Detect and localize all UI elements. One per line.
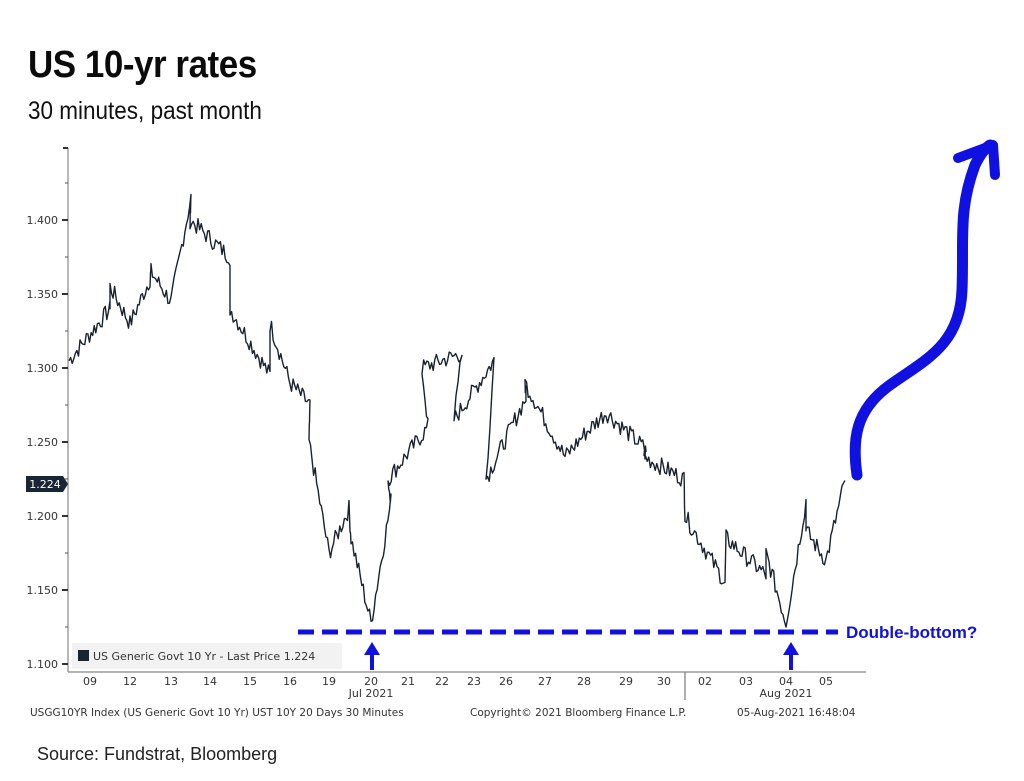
svg-text:1.400: 1.400 (27, 214, 59, 227)
svg-text:29: 29 (619, 675, 633, 688)
freehand-up-arrow-icon (849, 139, 1000, 481)
svg-text:1.224: 1.224 (29, 478, 61, 491)
copyright: Copyright© 2021 Bloomberg Finance L.P. (470, 707, 686, 719)
svg-text:1.100: 1.100 (27, 658, 59, 671)
svg-text:1.150: 1.150 (27, 584, 59, 597)
double-bottom-label: Double-bottom? (846, 623, 977, 642)
svg-text:28: 28 (577, 675, 591, 688)
svg-text:02: 02 (698, 675, 712, 688)
timestamp: 05-Aug-2021 16:48:04 (737, 707, 856, 719)
source-note: Source: Fundstrat, Bloomberg (37, 744, 278, 764)
legend-label: US Generic Govt 10 Yr - Last Price 1.224 (93, 650, 315, 663)
svg-text:30: 30 (657, 675, 671, 688)
svg-text:05: 05 (819, 675, 833, 688)
svg-text:21: 21 (401, 675, 415, 688)
last-price-tag: 1.224 (26, 476, 68, 492)
svg-text:26: 26 (499, 675, 513, 688)
svg-text:14: 14 (203, 675, 217, 688)
svg-text:1.300: 1.300 (27, 362, 59, 375)
month-label-jul: Jul 2021 (348, 687, 394, 700)
svg-text:09: 09 (83, 675, 97, 688)
svg-text:04: 04 (779, 675, 793, 688)
index-description: USGG10YR Index (US Generic Govt 10 Yr) U… (30, 707, 404, 719)
svg-text:22: 22 (435, 675, 449, 688)
month-label-aug: Aug 2021 (760, 687, 813, 700)
arrow-up-icon (783, 642, 799, 670)
chart-subtitle: 30 minutes, past month (28, 97, 262, 125)
svg-text:16: 16 (283, 675, 297, 688)
legend-swatch (78, 650, 89, 661)
svg-text:13: 13 (164, 675, 178, 688)
legend: US Generic Govt 10 Yr - Last Price 1.224 (72, 643, 342, 669)
chart-title: US 10-yr rates (28, 44, 257, 86)
y-axis: 1.100 1.150 1.200 1.250 1.300 1.350 1.400 (27, 147, 69, 672)
svg-text:27: 27 (538, 675, 552, 688)
svg-text:1.200: 1.200 (27, 510, 59, 523)
svg-text:15: 15 (243, 675, 257, 688)
svg-text:19: 19 (322, 675, 336, 688)
svg-text:20: 20 (364, 675, 378, 688)
price-line (68, 193, 846, 628)
svg-text:1.350: 1.350 (27, 288, 59, 301)
svg-text:1.250: 1.250 (27, 436, 59, 449)
svg-text:12: 12 (123, 675, 137, 688)
x-axis: 09 12 13 14 15 16 19 20 21 22 23 26 27 28 29 30 02 03 04 05… (68, 671, 866, 700)
svg-text:23: 23 (467, 675, 481, 688)
arrow-up-icon (364, 642, 380, 670)
svg-text:03: 03 (739, 675, 753, 688)
